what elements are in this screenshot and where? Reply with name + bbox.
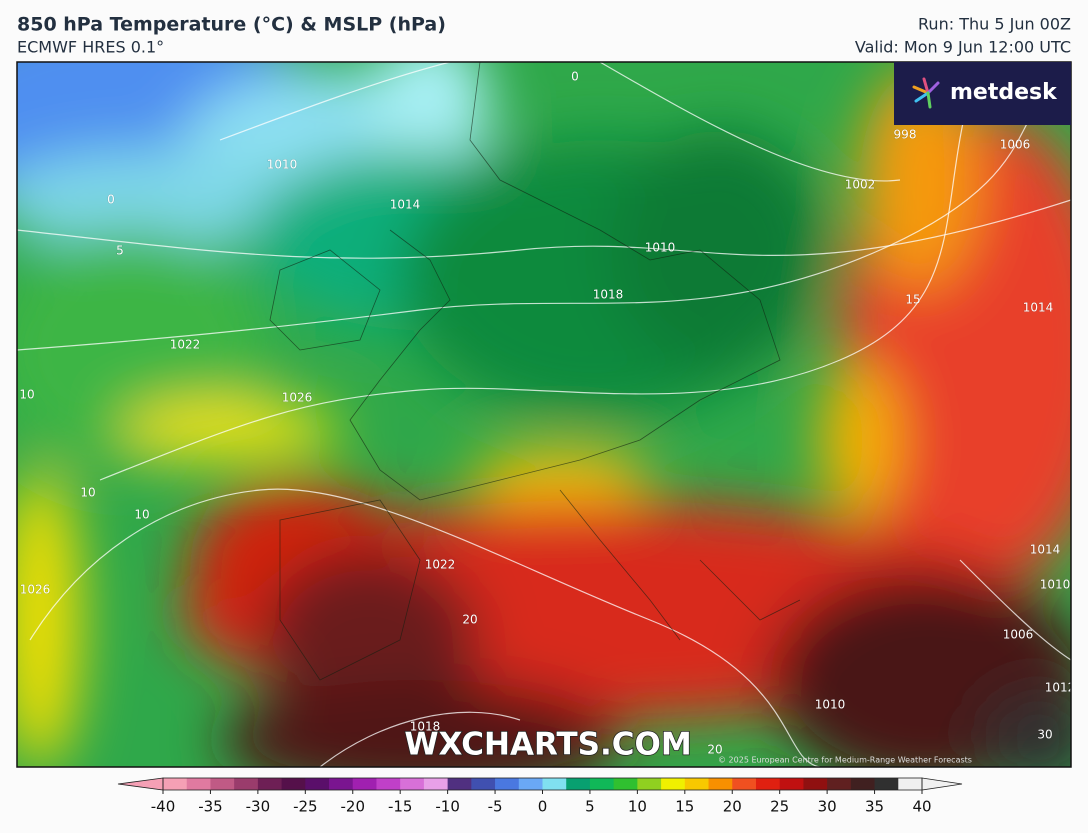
contour-label: 1010: [267, 158, 298, 172]
colorbar-swatch: [257, 778, 283, 790]
colorbar-tick-label: 5: [585, 798, 595, 816]
copyright: © 2025 European Centre for Medium-Range …: [718, 756, 972, 765]
colorbar-swatch: [423, 778, 449, 790]
colorbar-swatch: [779, 778, 804, 790]
colorbar-swatch: [518, 778, 543, 790]
contour-label: 1014: [390, 198, 421, 212]
colorbar-swatch: [376, 778, 401, 790]
colorbar-swatch: [186, 778, 211, 790]
colorbar-end: [117, 777, 164, 791]
colorbar-swatch: [542, 778, 567, 790]
colorbar-swatch: [589, 778, 615, 790]
contour-label: 30: [1037, 728, 1052, 742]
watermark: WXCHARTS.COM: [404, 727, 691, 763]
colorbar-swatch: [874, 778, 899, 790]
contour-label: 1014: [1023, 301, 1054, 315]
colorbar-tick-label: 10: [628, 798, 647, 816]
logo: metdesk: [894, 62, 1071, 125]
colorbar-swatch: [637, 778, 662, 790]
colorbar-swatch: [566, 778, 591, 790]
subtitle: ECMWF HRES 0.1°: [17, 38, 164, 57]
colorbar-tick-label: 20: [723, 798, 742, 816]
map: 0101010140510221026101010102610222010181…: [17, 62, 1076, 767]
colorbar-swatch: [281, 778, 306, 790]
colorbar-swatch: [305, 778, 330, 790]
valid-time: Valid: Mon 9 Jun 12:00 UTC: [855, 38, 1071, 57]
colorbar-swatch: [447, 778, 472, 790]
contour-label: 10: [80, 486, 95, 500]
colorbar-tick-label: -10: [435, 798, 460, 816]
colorbar-swatch: [661, 778, 686, 790]
colorbar-tick-label: 35: [865, 798, 884, 816]
colorbar-tick-label: -5: [488, 798, 503, 816]
contour-label: 1006: [1003, 628, 1034, 642]
contour-label: 1026: [282, 391, 313, 405]
contour-label: 1010: [815, 698, 846, 712]
colorbar-tick-label: 25: [770, 798, 789, 816]
colorbar-tick-label: 0: [538, 798, 548, 816]
contour-label: 1012: [1045, 681, 1076, 695]
logo-icon: [912, 77, 940, 109]
contour-label: 1026: [20, 583, 51, 597]
colorbar-swatch: [234, 778, 259, 790]
contour-label: 20: [462, 613, 477, 627]
colorbar-tick-label: -40: [151, 798, 176, 816]
contour-label: 10: [134, 508, 149, 522]
logo-box: [894, 62, 1071, 125]
contour-label: 0: [571, 70, 579, 84]
colorbar-tick-label: -30: [246, 798, 271, 816]
colorbar-swatch: [210, 778, 235, 790]
title: 850 hPa Temperature (°C) & MSLP (hPa): [17, 14, 446, 36]
colorbar-swatch: [613, 778, 638, 790]
colorbar-swatch: [755, 778, 781, 790]
colorbar-swatch: [708, 778, 733, 790]
colorbar-tick-label: -35: [198, 798, 223, 816]
contour-label: 998: [894, 128, 917, 142]
colorbar-swatch: [803, 778, 828, 790]
colorbar-swatch: [163, 778, 188, 790]
logo-text: metdesk: [950, 80, 1058, 105]
colorbar: -40 -35 -30 -25 -20 -15 -10 -5 0 5 10 15 20 25 30 35 40: [117, 777, 963, 816]
run-time: Run: Thu 5 Jun 00Z: [918, 15, 1071, 34]
colorbar-end: [921, 777, 963, 791]
colorbar-tick-label: -15: [388, 798, 413, 816]
colorbar-swatch: [732, 778, 757, 790]
colorbar-tick-label: -25: [293, 798, 318, 816]
colorbar-swatch: [495, 778, 520, 790]
contour-label: 15: [905, 293, 920, 307]
contour-label: 0: [107, 193, 115, 207]
colorbar-swatch: [850, 778, 876, 790]
contour-label: 1022: [170, 338, 201, 352]
contour-label: 1014: [1030, 543, 1061, 557]
colorbar-swatch: [400, 778, 425, 790]
colorbar-swatch: [684, 778, 710, 790]
colorbar-swatch: [352, 778, 377, 790]
colorbar-swatch: [329, 778, 354, 790]
map-frame: [16, 61, 1072, 768]
colorbar-swatch: [471, 778, 496, 790]
colorbar-tick-label: 40: [912, 798, 931, 816]
contour-labels: 0101010140510221026101010102610222010181…: [19, 69, 1076, 757]
contour-label: 1018: [593, 288, 624, 302]
contour-label: 1010: [645, 241, 676, 255]
contour-label: 20: [707, 743, 722, 757]
colorbar-tick-label: 15: [675, 798, 694, 816]
contour-label: 1002: [845, 178, 876, 192]
contour-label: 1018: [410, 720, 441, 734]
colorbar-swatch: [898, 778, 923, 790]
colorbar-swatch: [827, 778, 852, 790]
contour-label: 1006: [1000, 138, 1031, 152]
contour-label: 1010: [1040, 578, 1071, 592]
contour-label: 10: [19, 388, 34, 402]
contour-label: 5: [116, 244, 124, 258]
colorbar-tick-label: 30: [818, 798, 837, 816]
colorbar-tick-label: -20: [341, 798, 366, 816]
contour-label: 1022: [425, 558, 456, 572]
